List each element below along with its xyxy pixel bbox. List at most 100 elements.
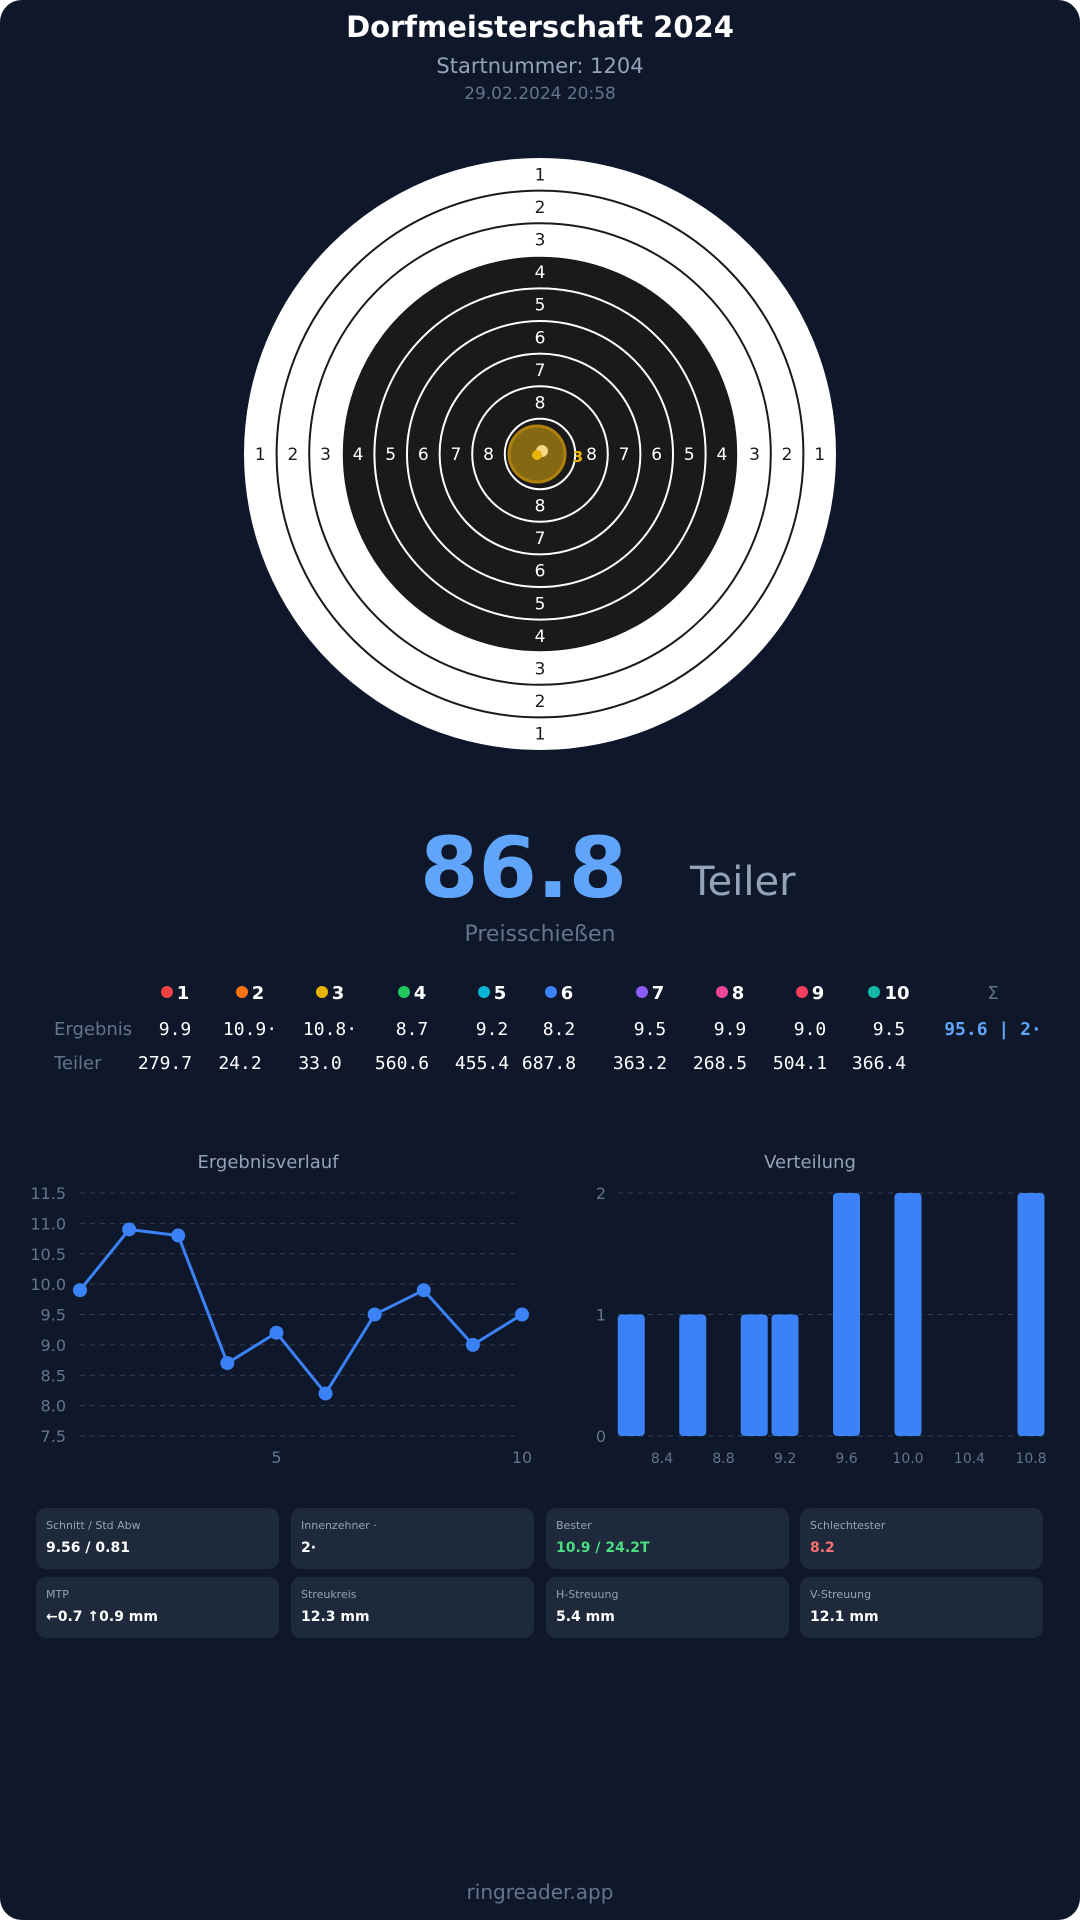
shot-header-2: 2 [205,983,295,1004]
line-chart-ytick: 9.0 [41,1336,66,1355]
result-cell: 9.2 [475,1019,509,1040]
stat-label: Streukreis [301,1588,357,1601]
teiler-cell: 455.4 [454,1053,510,1074]
ring-label-7: 7 [450,445,461,465]
shot-color-dot [868,986,881,998]
line-chart-ytick: 10.0 [30,1275,66,1294]
ring-label-6: 6 [535,562,546,582]
bar-chart-bar [740,1314,768,1436]
ring-label-5: 5 [535,594,546,614]
ring-label-4: 4 [535,263,546,283]
shot-header-1: 1 [130,983,220,1004]
shot-color-dot [544,986,557,998]
bar-chart-xtick: 9.6 [835,1451,857,1467]
bar-chart-xtick: 10.0 [892,1451,923,1467]
line-chart-point [122,1222,137,1237]
stat-label: Bester [556,1519,592,1532]
line-chart-point [220,1356,235,1371]
result-cell: 10.8· [302,1019,358,1040]
teiler-cell: 24.2 [218,1053,262,1074]
shot-number: 5 [493,983,507,1004]
ring-label-3: 3 [320,445,331,465]
start-number: Startnummer: 1204 [436,54,644,78]
teiler-cell: 560.6 [374,1053,430,1074]
ring-label-8: 8 [483,445,494,465]
stat-card: H-Streuung 5.4 mm [546,1577,789,1638]
ring-line-5 [373,287,707,621]
stat-value: 8.2 [810,1540,835,1556]
stat-value: 12.3 mm [301,1609,370,1625]
stat-card: Schnitt / Std Abw 9.56 / 0.81 [36,1508,279,1569]
shot-color-dot [160,986,173,998]
line-chart-point [318,1386,333,1401]
stat-value: 2· [301,1540,317,1556]
line-chart-point [269,1325,284,1340]
shot-header-5: 5 [447,983,537,1004]
stat-value: 12.1 mm [810,1609,879,1625]
ring-label-1: 1 [535,165,546,185]
stat-card: Innenzehner · 2· [291,1508,534,1569]
bar-chart-bar [617,1314,645,1436]
stat-card: Schlechtester 8.2 [800,1508,1043,1569]
ring-label-2: 2 [287,445,298,465]
shot-number: 4 [413,983,427,1004]
bar-chart-bar [894,1193,922,1436]
line-chart-ytick: 11.0 [30,1214,66,1233]
ring-label-6: 6 [418,445,429,465]
line-chart-ytick: 8.5 [41,1366,66,1385]
shot-header-8: 8 [685,983,775,1004]
result-cell: 8.2 [542,1019,576,1040]
result-cell: 9.5 [633,1019,667,1040]
teiler-cell: 268.5 [692,1053,748,1074]
line-chart-ytick: 10.5 [30,1245,66,1264]
bar-chart-xtick: 8.8 [712,1451,734,1467]
shot-header-4: 4 [367,983,457,1004]
ring-label-8: 8 [586,445,597,465]
sum-header: Σ [987,983,999,1004]
line-chart-point [367,1307,382,1322]
shot-number: 1 [176,983,190,1004]
timestamp: 29.02.2024 20:58 [464,84,616,104]
bar-chart-bar [679,1314,707,1436]
line-chart-xtick: 10 [512,1448,532,1467]
ring-line-7 [438,352,642,556]
ring-label-6: 6 [535,328,546,348]
stat-card: MTP ←0.7 ↑0.9 mm [36,1577,279,1638]
shot-number: 8 [731,983,745,1004]
stat-card: Bester 10.9 / 24.2T [546,1508,789,1569]
teiler-cell: 33.0 [298,1053,342,1074]
shot-number: 10 [884,983,910,1004]
ring-line-9 [503,417,577,491]
ring-label-4: 4 [353,445,364,465]
bar-chart-bar [833,1193,860,1436]
result-cell: 9.9 [713,1019,747,1040]
ring-label-4: 4 [716,445,727,465]
ring-label-8: 8 [535,497,546,517]
ring-label-2: 2 [782,445,793,465]
teiler-cell: 279.7 [137,1053,193,1074]
ring-label-1: 1 [255,445,266,465]
bar-chart-ytick: 2 [596,1184,606,1203]
stat-label: V-Streuung [810,1588,872,1601]
ring-label-3: 3 [749,445,760,465]
shot-header-10: 10 [844,983,934,1004]
ring-line-2 [275,189,805,719]
shot-header-3: 3 [285,983,375,1004]
teiler-cell: 687.8 [521,1053,577,1074]
stat-value: 10.9 / 24.2T [556,1540,650,1556]
ring-label-3: 3 [535,660,546,680]
shot-header-6: 6 [514,983,604,1004]
competition-mode: Preisschießen [464,922,616,947]
line-chart-ytick: 11.5 [30,1184,66,1203]
teiler-cell: 363.2 [612,1053,668,1074]
stat-label: Schlechtester [810,1519,886,1532]
line-chart-point [465,1337,480,1352]
footer-brand: ringreader.app [466,1880,614,1904]
ring-label-7: 7 [535,529,546,549]
shot-color-dot [315,986,328,998]
shot-number-label: 3 [573,448,583,466]
stat-value: 5.4 mm [556,1609,615,1625]
stat-value: ←0.7 ↑0.9 mm [46,1609,158,1625]
ring-label-1: 1 [814,445,825,465]
result-cell: 10.9· [222,1019,278,1040]
